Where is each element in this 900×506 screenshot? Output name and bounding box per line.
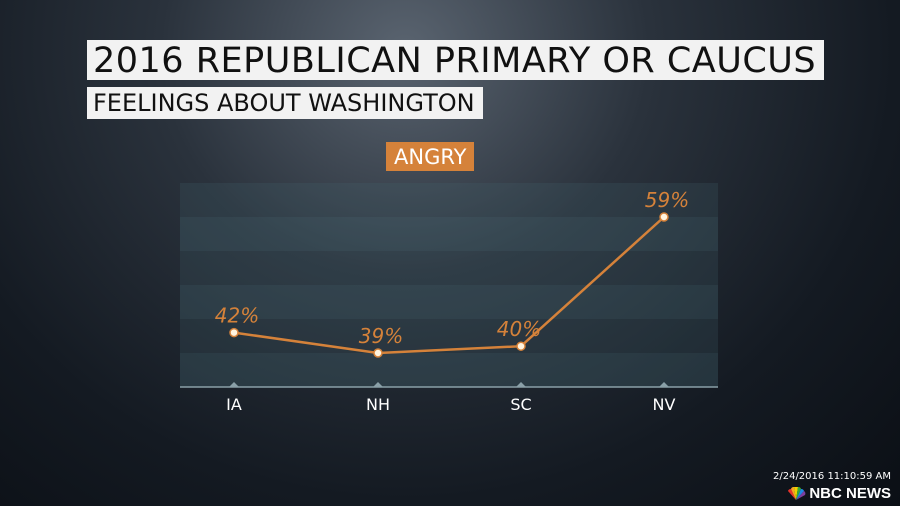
x-tick	[659, 382, 669, 387]
grid-band	[180, 251, 718, 285]
chart-title: 2016 REPUBLICAN PRIMARY OR CAUCUS	[87, 40, 825, 81]
x-tick	[229, 382, 239, 387]
data-point	[516, 341, 526, 351]
data-label: 42%	[215, 304, 259, 328]
data-point	[373, 348, 383, 358]
data-label: 59%	[645, 188, 689, 212]
x-tick-label: NV	[653, 395, 676, 414]
x-tick-label: NH	[366, 395, 390, 414]
chart-subtitle: FEELINGS ABOUT WASHINGTON	[87, 87, 483, 119]
series-line	[233, 216, 665, 355]
data-point	[659, 212, 669, 222]
data-label: 39%	[359, 324, 403, 348]
grid-band	[180, 183, 718, 217]
grid-band	[180, 319, 718, 353]
timestamp: 2/24/2016 11:10:59 AM	[772, 471, 891, 482]
network-logo: NBC NEWS	[786, 485, 891, 502]
data-point	[229, 327, 239, 338]
x-tick	[373, 382, 383, 387]
grid-band	[180, 353, 718, 387]
network-name: NBC NEWS	[809, 485, 891, 502]
x-tick-label: IA	[226, 395, 242, 414]
x-tick	[516, 382, 526, 387]
data-label: 40%	[497, 317, 541, 341]
x-tick-label: SC	[510, 395, 531, 414]
series-badge: ANGRY	[386, 142, 475, 171]
peacock-icon	[788, 487, 806, 500]
grid-band	[180, 285, 718, 319]
grid-band	[180, 217, 718, 251]
